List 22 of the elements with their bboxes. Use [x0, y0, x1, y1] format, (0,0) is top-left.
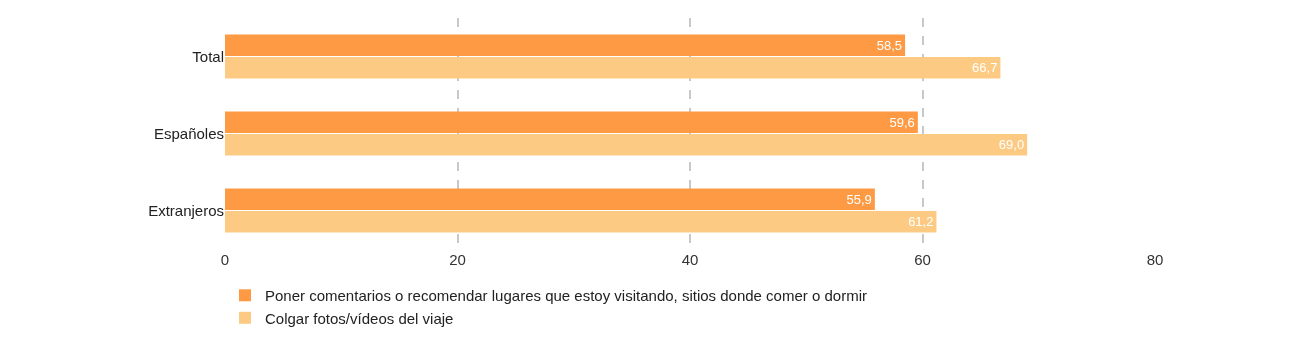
y-tick-label: Total	[192, 47, 224, 65]
y-tick-label: Extranjeros	[148, 201, 224, 219]
legend-label: Colgar fotos/vídeos del viaje	[265, 309, 454, 327]
legend-label: Poner comentarios o recomendar lugares que estoy visitando, sitios donde comer o dormir	[265, 287, 867, 305]
x-tick-label: 80	[1146, 251, 1164, 268]
bar	[225, 111, 918, 134]
y-tick-label: Españoles	[153, 124, 224, 142]
bar	[225, 56, 1001, 79]
data-label: 55,9	[846, 191, 872, 207]
bar	[225, 188, 875, 211]
data-label: 59,6	[889, 114, 915, 130]
bar	[225, 133, 1028, 156]
x-tick-label: 0	[220, 251, 230, 268]
x-tick-label: 40	[681, 251, 699, 268]
data-label: 58,5	[876, 37, 903, 53]
bar	[225, 34, 906, 57]
data-label: 66,7	[972, 60, 998, 76]
x-tick-label: 60	[914, 251, 931, 268]
bar	[225, 210, 937, 233]
data-label: 69,0	[998, 137, 1025, 153]
data-label: 61,2	[908, 214, 934, 230]
x-tick-label: 20	[449, 251, 466, 268]
